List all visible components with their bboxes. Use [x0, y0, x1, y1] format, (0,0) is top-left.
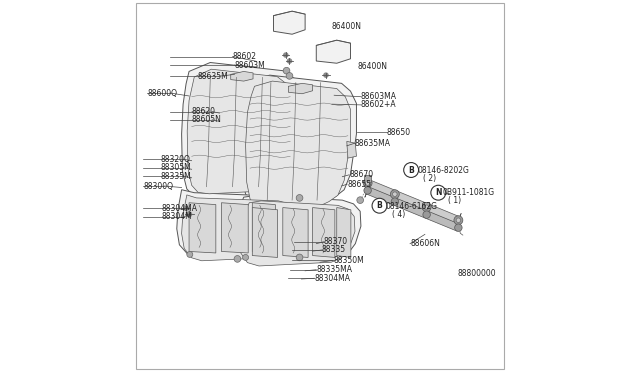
Text: 88606N: 88606N: [410, 239, 440, 248]
Text: 0B911-1081G: 0B911-1081G: [443, 188, 495, 197]
Polygon shape: [365, 187, 461, 231]
Polygon shape: [182, 195, 296, 261]
Text: 88370: 88370: [324, 237, 348, 246]
Text: 88800000: 88800000: [458, 269, 496, 278]
Circle shape: [357, 197, 364, 203]
Text: 88620: 88620: [191, 107, 216, 116]
Polygon shape: [246, 81, 351, 208]
Polygon shape: [316, 40, 351, 63]
Text: N: N: [435, 188, 442, 197]
Polygon shape: [252, 208, 278, 257]
Circle shape: [187, 251, 193, 257]
Circle shape: [234, 256, 241, 262]
Polygon shape: [289, 83, 312, 94]
Text: B: B: [377, 201, 382, 210]
Text: 88304MA: 88304MA: [314, 274, 351, 283]
Circle shape: [296, 254, 303, 261]
Polygon shape: [283, 208, 308, 257]
Circle shape: [284, 53, 288, 57]
Text: ( 4): ( 4): [392, 210, 405, 219]
Text: 88335MA: 88335MA: [316, 265, 352, 274]
Text: ( 1): ( 1): [449, 196, 461, 205]
Text: 88635M: 88635M: [197, 72, 228, 81]
Circle shape: [424, 205, 429, 209]
Text: 88603M: 88603M: [234, 61, 265, 70]
Circle shape: [184, 206, 188, 211]
Circle shape: [324, 73, 328, 77]
Circle shape: [391, 198, 399, 205]
Text: 88605N: 88605N: [191, 115, 221, 124]
Polygon shape: [337, 208, 351, 257]
Circle shape: [390, 190, 399, 199]
Circle shape: [243, 254, 248, 260]
Text: 88350M: 88350M: [333, 256, 364, 265]
Text: 88650: 88650: [387, 128, 411, 137]
Text: 88600Q: 88600Q: [147, 89, 177, 97]
Text: 88335: 88335: [322, 246, 346, 254]
Polygon shape: [177, 190, 302, 257]
Circle shape: [423, 211, 430, 218]
Polygon shape: [235, 195, 361, 262]
Text: 88335M: 88335M: [161, 172, 191, 181]
Polygon shape: [347, 141, 356, 158]
Polygon shape: [241, 75, 356, 204]
Circle shape: [431, 185, 445, 200]
Circle shape: [364, 187, 371, 194]
Text: 88635MA: 88635MA: [355, 139, 390, 148]
Text: 88670: 88670: [349, 170, 373, 179]
Polygon shape: [221, 203, 248, 253]
Circle shape: [392, 192, 397, 196]
Circle shape: [404, 163, 419, 177]
Text: 08146-8202G: 08146-8202G: [417, 166, 469, 175]
Text: 88320Q: 88320Q: [161, 155, 191, 164]
Text: 88300Q: 88300Q: [143, 182, 173, 190]
Text: ( 2): ( 2): [424, 174, 436, 183]
Circle shape: [422, 203, 431, 212]
Circle shape: [363, 179, 372, 187]
Circle shape: [296, 195, 303, 201]
Text: B: B: [408, 166, 414, 174]
Text: 88602+A: 88602+A: [361, 100, 397, 109]
Circle shape: [456, 218, 461, 222]
Text: 08146-6162G: 08146-6162G: [385, 202, 438, 211]
Text: 88603MA: 88603MA: [361, 92, 397, 101]
Circle shape: [287, 59, 292, 63]
Text: 86400N: 86400N: [331, 22, 361, 31]
Text: 88602: 88602: [232, 52, 257, 61]
Text: 88305M: 88305M: [161, 163, 191, 172]
FancyBboxPatch shape: [424, 202, 429, 206]
Polygon shape: [273, 11, 305, 34]
Circle shape: [372, 198, 387, 213]
Polygon shape: [365, 180, 461, 224]
Circle shape: [365, 181, 370, 185]
Circle shape: [283, 67, 290, 74]
Polygon shape: [239, 201, 355, 266]
Polygon shape: [312, 208, 335, 257]
Text: 88304M: 88304M: [162, 212, 193, 221]
Polygon shape: [252, 203, 275, 253]
Text: 86400N: 86400N: [357, 62, 387, 71]
Text: 88304MA: 88304MA: [162, 204, 198, 213]
Circle shape: [454, 216, 463, 225]
Circle shape: [286, 73, 293, 79]
FancyBboxPatch shape: [364, 175, 371, 182]
Polygon shape: [187, 69, 293, 194]
Circle shape: [454, 224, 462, 231]
Polygon shape: [231, 71, 253, 81]
Polygon shape: [189, 203, 216, 253]
Circle shape: [187, 212, 191, 217]
Text: 88655: 88655: [347, 180, 371, 189]
Polygon shape: [182, 62, 301, 198]
